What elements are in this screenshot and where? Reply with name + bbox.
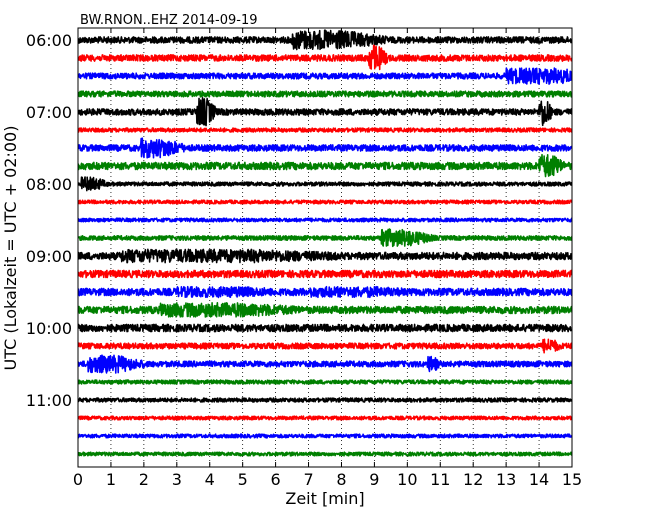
trace-1000	[78, 323, 572, 333]
trace-1045	[78, 379, 572, 385]
x-tick-label: 10	[397, 470, 417, 489]
x-tick-label: 0	[73, 470, 83, 489]
x-tick-label: 2	[139, 470, 149, 489]
x-tick-label: 12	[463, 470, 483, 489]
y-tick-label: 10:00	[26, 319, 72, 338]
y-axis-label: UTC (Lokalzeit = UTC + 02:00)	[1, 126, 20, 371]
trace-1030	[78, 354, 572, 374]
x-tick-label: 13	[496, 470, 516, 489]
trace-0930	[78, 285, 572, 299]
trace-0900	[78, 248, 572, 264]
trace-1130	[78, 433, 572, 439]
trace-0945	[78, 302, 572, 318]
y-tick-label: 07:00	[26, 103, 72, 122]
trace-0800	[78, 176, 572, 192]
y-tick-label: 08:00	[26, 175, 72, 194]
trace-0730	[78, 137, 572, 159]
plot-frame	[77, 27, 573, 468]
trace-1115	[78, 415, 572, 421]
x-tick-label: 5	[238, 470, 248, 489]
chart-title: BW.RNON..EHZ 2014-09-19	[80, 13, 258, 28]
x-tick-label: 8	[336, 470, 346, 489]
trace-0600	[78, 29, 572, 51]
y-tick-label: 11:00	[26, 391, 72, 410]
x-tick-label: 3	[172, 470, 182, 489]
x-tick-label: 6	[271, 470, 281, 489]
trace-0700	[78, 97, 572, 127]
y-tick-label: 06:00	[26, 31, 72, 50]
trace-0830	[78, 217, 572, 223]
x-tick-label: 15	[562, 470, 582, 489]
trace-0645	[78, 90, 572, 98]
y-tick-label: 09:00	[26, 247, 72, 266]
trace-0745	[78, 153, 572, 178]
y-axis: 06:00 07:00 08:00 09:00 10:00 11:00	[26, 31, 572, 410]
x-axis-label: Zeit [min]	[285, 489, 364, 508]
trace-1015	[78, 338, 572, 354]
trace-1100	[78, 397, 572, 403]
x-tick-label: 9	[369, 470, 379, 489]
x-tick-label: 4	[205, 470, 215, 489]
trace-group	[78, 29, 572, 457]
trace-0915	[78, 269, 572, 279]
x-tick-label: 7	[303, 470, 313, 489]
x-axis: 0 1 2 3 4 5 6 7 8 9 10 11 12 13 14 15	[73, 28, 582, 489]
x-tick-label: 14	[529, 470, 549, 489]
trace-0815	[78, 199, 572, 205]
trace-0715	[78, 127, 572, 133]
trace-0615	[78, 44, 572, 71]
x-tick-label: 11	[430, 470, 450, 489]
x-tick-label: 1	[106, 470, 116, 489]
trace-1145	[78, 451, 572, 457]
trace-0845	[78, 228, 572, 248]
trace-0630	[78, 67, 572, 85]
